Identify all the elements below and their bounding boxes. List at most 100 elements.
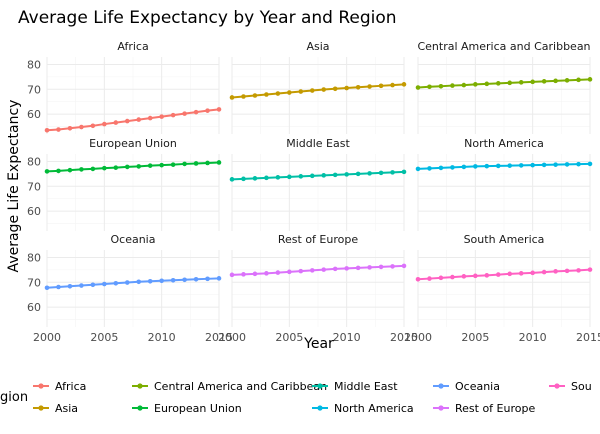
data-point [495, 163, 501, 169]
legend-label: Middle East [334, 380, 398, 393]
data-point [401, 82, 407, 87]
legend-title: gion [0, 390, 28, 405]
data-point [56, 284, 61, 290]
data-point [275, 91, 281, 96]
data-point [275, 175, 281, 180]
chart-title: Average Life Expectancy by Year and Regi… [18, 8, 397, 28]
series-line-asia [231, 83, 405, 99]
data-point [390, 264, 395, 269]
data-point [355, 85, 361, 90]
legend-key-point [554, 383, 560, 389]
data-point [229, 272, 235, 278]
legend-label: North America [334, 402, 414, 415]
data-point [530, 270, 535, 276]
data-point [473, 82, 478, 87]
y-tick-label: 80 [27, 155, 41, 168]
x-axis-title: Year [303, 336, 334, 352]
facet-label: Africa [117, 40, 148, 53]
data-point [79, 167, 84, 172]
data-point [484, 273, 490, 278]
data-point [298, 89, 304, 94]
data-point [193, 109, 199, 115]
data-point [378, 170, 384, 176]
panel-north-america: North America [415, 137, 593, 231]
data-point [507, 80, 513, 86]
data-point [182, 161, 187, 167]
data-point [415, 85, 421, 90]
data-point [367, 84, 372, 89]
x-tick-label: 2010 [333, 331, 361, 344]
data-point [438, 84, 444, 89]
y-tick-label: 80 [27, 58, 41, 71]
data-point [147, 278, 153, 284]
legend-item-european-union: European Union [132, 402, 242, 415]
data-point [90, 123, 96, 129]
series-line-middle-east [231, 170, 405, 181]
data-point [507, 163, 513, 168]
data-point [252, 93, 258, 98]
data-point [264, 92, 269, 97]
data-point [427, 84, 432, 90]
y-tick-label: 60 [27, 205, 41, 218]
data-point [193, 161, 199, 166]
data-point [576, 268, 581, 273]
y-tick-label: 70 [27, 276, 41, 289]
legend-key-point [438, 383, 444, 389]
facet-label: Oceania [111, 233, 156, 246]
x-tick-label: 2000 [218, 331, 246, 344]
panel-asia: Asia [229, 40, 407, 134]
data-point [587, 161, 593, 167]
data-point [287, 174, 292, 180]
data-point [450, 83, 455, 88]
data-point [518, 163, 524, 168]
facet-label: South America [464, 233, 545, 246]
data-point [309, 173, 315, 179]
y-tick-label: 60 [27, 108, 41, 121]
series-line-rest-of-europe [231, 264, 405, 276]
data-point [507, 271, 513, 277]
data-point [67, 125, 73, 131]
data-point [484, 163, 490, 169]
series-line-central-america-and-caribbean [417, 78, 591, 89]
legend-key-point [38, 405, 44, 411]
data-point [332, 172, 338, 178]
series-line-africa [46, 108, 220, 132]
y-tick-label: 60 [27, 301, 41, 314]
y-axis-title: Average Life Expectancy [6, 100, 22, 273]
data-point [216, 107, 222, 112]
data-point [473, 164, 478, 169]
data-point [309, 88, 315, 93]
series-line-south-america [417, 268, 591, 281]
data-point [553, 269, 558, 274]
data-point [159, 114, 164, 119]
data-point [79, 283, 84, 288]
data-point [113, 165, 119, 170]
data-point [136, 279, 142, 285]
data-point [321, 87, 327, 92]
data-point [182, 277, 187, 283]
data-point [44, 285, 50, 291]
x-tick-label: 2015 [390, 331, 418, 344]
data-point [530, 162, 535, 168]
data-point [367, 171, 372, 176]
legend-key-point [438, 405, 444, 411]
data-point [378, 264, 384, 270]
data-point [90, 282, 96, 288]
x-tick-label: 2010 [519, 331, 547, 344]
legend-item-asia: Asia [33, 402, 78, 415]
data-point [241, 176, 246, 182]
series-line-european-union [46, 161, 220, 173]
data-point [102, 121, 107, 127]
x-tick-label: 2000 [404, 331, 432, 344]
data-point [450, 274, 455, 280]
data-point [159, 278, 164, 284]
data-point [113, 120, 119, 125]
data-point [44, 127, 50, 133]
facet-label: Middle East [286, 137, 350, 150]
legend-item-oceania: Oceania [433, 380, 500, 393]
data-point [170, 162, 176, 167]
data-point [344, 172, 349, 177]
legend-key-point [137, 383, 143, 389]
data-point [321, 173, 327, 178]
